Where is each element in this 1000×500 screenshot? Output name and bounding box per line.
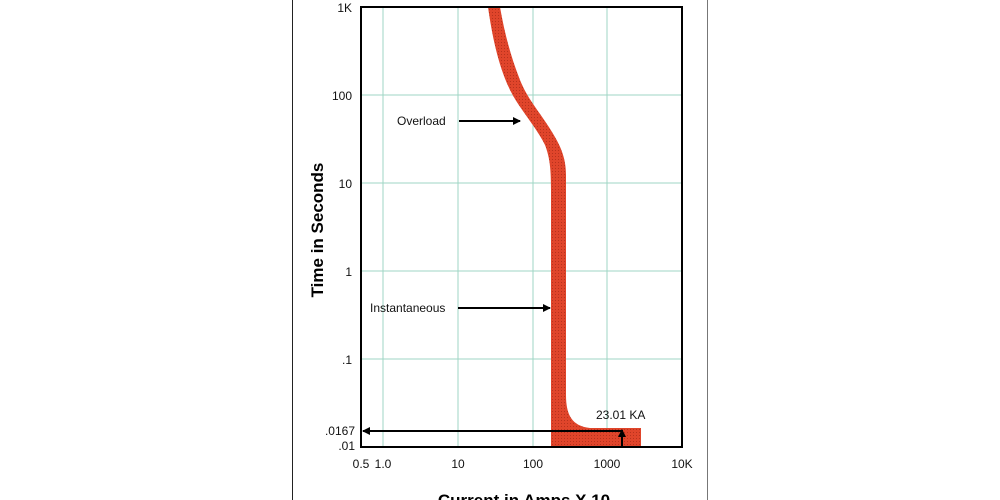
y-tick-0.0167: .0167 [325, 424, 355, 438]
x-tick-10k: 10K [671, 457, 692, 471]
y-tick-0.1: .1 [342, 353, 352, 367]
overload-annotation: Overload [397, 114, 521, 128]
x-axis-ticks: 0.5 1.0 10 100 1000 10K [353, 457, 693, 471]
fault-current-label: 23.01 KA [596, 408, 645, 422]
x-tick-0.5: 0.5 [353, 457, 370, 471]
outer-frame-left-border [292, 0, 293, 500]
y-axis-ticks: 1K 100 10 1 .1 .0167 .01 [325, 1, 355, 453]
instantaneous-label: Instantaneous [370, 301, 445, 315]
x-tick-100: 100 [523, 457, 543, 471]
y-axis-title: Time in Seconds [308, 163, 327, 298]
trip-curve-band [488, 7, 641, 447]
x-tick-1: 1.0 [375, 457, 392, 471]
y-tick-100: 100 [332, 89, 352, 103]
instantaneous-annotation: Instantaneous [370, 301, 551, 315]
x-tick-1000: 1000 [594, 457, 621, 471]
fault-current-annotation: 23.01 KA [362, 408, 645, 447]
overload-label: Overload [397, 114, 446, 128]
grid-lines [361, 7, 682, 447]
y-tick-10: 10 [339, 177, 353, 191]
x-axis-title: Current in Amps X 10 [438, 491, 610, 500]
x-tick-10: 10 [451, 457, 465, 471]
plot-area-border [360, 6, 683, 448]
y-tick-1: 1 [345, 265, 352, 279]
y-tick-1k: 1K [337, 1, 352, 15]
y-tick-0.01: .01 [338, 439, 355, 453]
outer-frame-right-border [707, 0, 708, 500]
